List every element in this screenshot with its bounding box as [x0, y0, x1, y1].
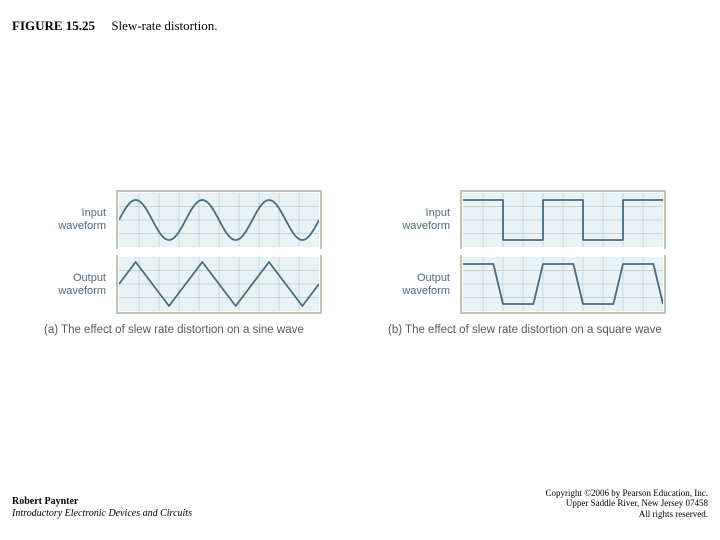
- footer-addr: Upper Saddle River, New Jersey 07458: [545, 498, 708, 509]
- panel-a: Inputwaveform Outputwaveform (a) The eff…: [40, 190, 336, 336]
- figure-header: FIGURE 15.25 Slew-rate distortion.: [12, 18, 217, 34]
- panel-a-input-scope: [116, 190, 322, 249]
- panel-b-input-scope: [460, 190, 666, 249]
- footer-left: Robert Paynter Introductory Electronic D…: [12, 496, 192, 520]
- input-label: Inputwaveform: [384, 207, 450, 232]
- panel-b-caption: (b) The effect of slew rate distortion o…: [384, 324, 680, 336]
- panel-a-traces: Inputwaveform Outputwaveform: [40, 190, 336, 314]
- panel-b: Inputwaveform Outputwaveform (b) The eff…: [384, 190, 680, 336]
- figure-number: FIGURE 15.25: [12, 18, 95, 33]
- footer-rights: All rights reserved.: [545, 509, 708, 520]
- panel-a-output-scope: [116, 255, 322, 314]
- panel-a-caption: (a) The effect of slew rate distortion o…: [40, 324, 336, 336]
- output-label: Outputwaveform: [40, 272, 106, 297]
- footer-book: Introductory Electronic Devices and Circ…: [12, 508, 192, 520]
- footer-right: Copyright ©2006 by Pearson Education, In…: [545, 488, 708, 520]
- footer-copyright: Copyright ©2006 by Pearson Education, In…: [545, 488, 708, 499]
- panel-a-output-row: Outputwaveform: [40, 255, 336, 314]
- panel-b-output-row: Outputwaveform: [384, 255, 680, 314]
- panel-b-input-row: Inputwaveform: [384, 190, 680, 249]
- panel-b-traces: Inputwaveform Outputwaveform: [384, 190, 680, 314]
- figure-title: Slew-rate distortion.: [111, 18, 217, 33]
- panel-b-output-scope: [460, 255, 666, 314]
- footer-author: Robert Paynter: [12, 496, 192, 508]
- input-label: Inputwaveform: [40, 207, 106, 232]
- panel-a-input-row: Inputwaveform: [40, 190, 336, 249]
- figure-area: Inputwaveform Outputwaveform (a) The eff…: [40, 190, 680, 336]
- output-label: Outputwaveform: [384, 272, 450, 297]
